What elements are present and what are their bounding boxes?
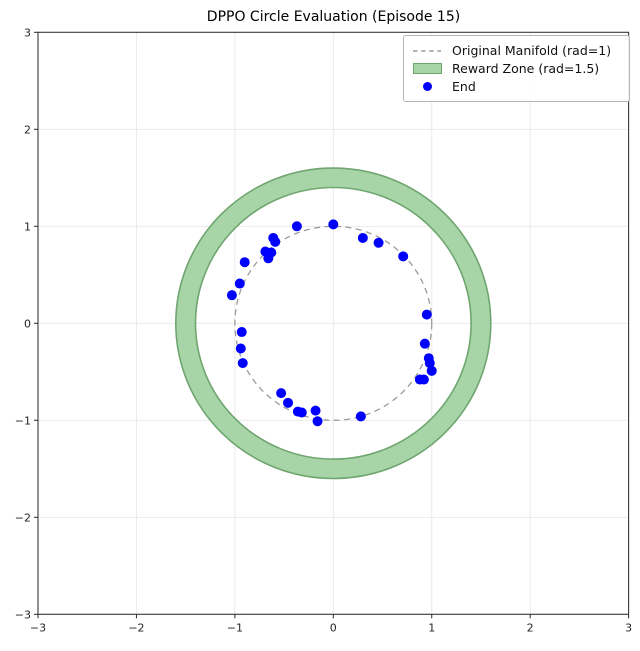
original-manifold-circle — [234, 225, 433, 421]
data-point — [226, 290, 237, 301]
legend-label: End — [452, 78, 476, 94]
data-point — [423, 353, 434, 364]
data-point — [296, 407, 307, 418]
reward-zone-ring — [175, 167, 492, 480]
x-tick-label: −1 — [227, 621, 243, 634]
y-tick-label: −1 — [15, 414, 31, 427]
data-point — [426, 365, 437, 376]
data-point — [234, 278, 245, 289]
data-point — [355, 411, 366, 422]
x-tick-label: 3 — [625, 621, 632, 634]
legend-label: Reward Zone (rad=1.5) — [452, 61, 600, 76]
y-tick-label: 1 — [24, 220, 31, 233]
y-tick-label: 0 — [24, 317, 31, 330]
x-tick-label: −2 — [128, 621, 144, 634]
data-point — [328, 219, 339, 230]
data-point — [357, 232, 368, 243]
patch-swatch-icon — [412, 63, 442, 74]
data-point — [398, 251, 409, 262]
data-point — [237, 358, 248, 369]
data-point — [418, 374, 429, 385]
data-point — [239, 257, 250, 268]
data-point — [373, 237, 384, 248]
x-tick-label: −3 — [30, 621, 46, 634]
data-point — [291, 221, 302, 232]
data-point — [419, 338, 430, 349]
x-tick-label: 2 — [527, 621, 534, 634]
legend-label: Original Manifold (rad=1) — [452, 43, 612, 59]
y-tick-label: −2 — [15, 511, 31, 524]
data-point — [312, 416, 323, 427]
legend-item-original-manifold: Original Manifold (rad=1) — [412, 42, 621, 60]
y-tick-label: 3 — [24, 26, 31, 39]
data-point — [276, 388, 287, 399]
data-point — [263, 253, 274, 264]
chart-title: DPPO Circle Evaluation (Episode 15) — [206, 9, 461, 25]
marker-swatch-icon — [412, 81, 442, 91]
data-point — [270, 236, 281, 247]
x-tick-label: 1 — [428, 621, 435, 634]
data-point — [236, 327, 247, 338]
dashed-line-swatch-icon — [412, 45, 442, 57]
legend-item-end: End — [412, 77, 621, 95]
legend: Original Manifold (rad=1) Reward Zone (r… — [403, 35, 630, 102]
legend-item-reward-zone: Reward Zone (rad=1.5) — [412, 60, 621, 78]
data-point — [235, 343, 246, 354]
data-point — [310, 405, 321, 416]
data-point — [283, 397, 294, 408]
y-tick-label: 2 — [24, 123, 31, 136]
data-point — [421, 309, 432, 320]
y-tick-label: −3 — [15, 608, 31, 621]
x-tick-label: 0 — [330, 621, 337, 634]
